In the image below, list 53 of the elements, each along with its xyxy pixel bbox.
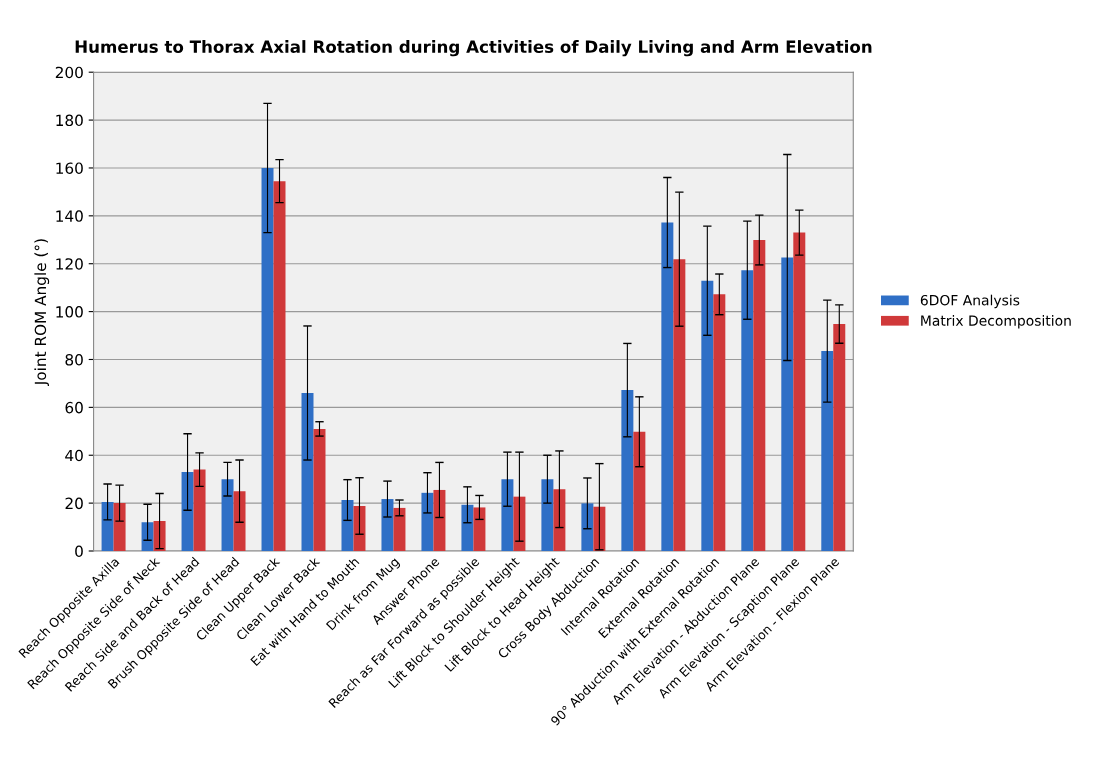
bar [593,506,606,551]
bar [461,504,474,551]
y-tick-label: 140 [56,210,83,222]
y-tick-label: 80 [65,353,83,366]
bar [393,507,406,551]
bar [513,496,526,551]
bar [141,522,154,551]
bar [473,507,486,551]
bar [553,489,566,551]
legend-label: Matrix Decomposition [921,315,1071,329]
y-tick-label: 20 [65,497,83,510]
bar [781,257,794,551]
bar [181,472,194,551]
y-tick-label: 40 [65,449,83,462]
bar [153,521,166,551]
bar [821,351,834,551]
y-axis-title: Joint ROM Angle (°) [34,239,50,386]
bar [661,222,674,551]
bar [261,167,274,551]
bar [833,324,846,551]
bar [741,270,754,551]
bar [621,390,634,551]
bar [221,479,234,551]
y-tick-label: 180 [56,114,83,127]
bar [301,393,314,551]
bar [581,503,594,551]
bar [713,294,726,551]
bar [273,181,286,551]
y-tick-label: 0 [75,545,83,558]
bar [233,491,246,551]
bar [381,499,394,551]
bar [341,500,354,551]
bar [541,479,554,551]
bar [701,280,714,551]
y-tick-label: 100 [56,306,83,318]
chart-title: Humerus to Thorax Axial Rotation during Activities of Daily Living and Arm Elevation [75,40,872,57]
bar [433,489,446,551]
bar [113,503,126,551]
y-tick-label: 200 [55,66,83,79]
bar [353,505,366,551]
bar [313,428,326,551]
bar [793,232,806,551]
y-tick-label: 160 [56,162,83,174]
y-tick-label: 60 [65,401,83,414]
bar [633,431,646,551]
y-tick-label: 120 [56,258,83,270]
bar [673,259,686,551]
legend-label: 6DOF Analysis [920,294,1020,309]
bar [193,469,206,551]
bar [421,492,434,551]
bar [501,479,514,551]
bar [101,501,114,551]
bar [753,240,766,551]
